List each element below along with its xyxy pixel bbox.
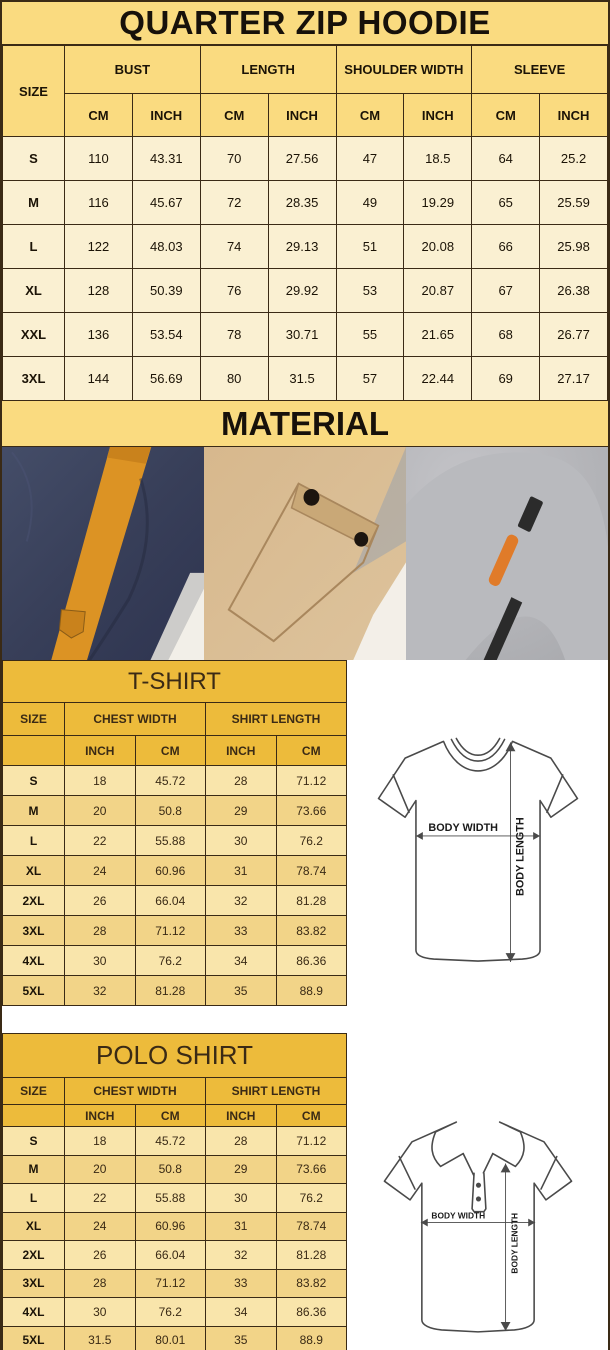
svg-text:BODY WIDTH: BODY WIDTH [428, 822, 498, 834]
svg-text:BODY LENGTH: BODY LENGTH [514, 817, 526, 896]
svg-text:BODY LENGTH: BODY LENGTH [509, 1213, 519, 1274]
svg-text:BODY WIDTH: BODY WIDTH [431, 1211, 485, 1221]
